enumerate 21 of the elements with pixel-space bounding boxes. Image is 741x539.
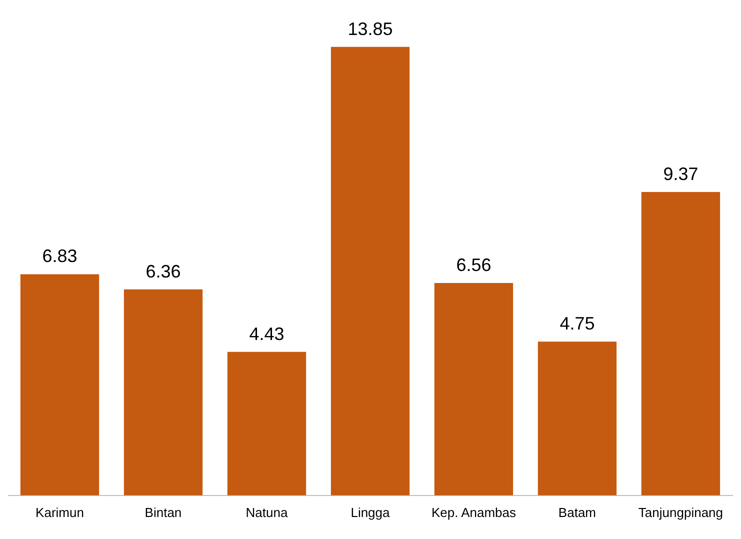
x-tick-label: Batam — [558, 504, 596, 520]
bar — [20, 274, 100, 496]
bar — [641, 192, 720, 496]
x-tick-label: Tanjungpinang — [638, 504, 723, 520]
bar — [330, 46, 410, 496]
x-tick-label: Bintan — [144, 504, 182, 520]
bar — [538, 342, 617, 496]
x-tick-label: Natuna — [246, 504, 288, 520]
bar — [434, 282, 514, 496]
x-tick-label: Lingga — [350, 504, 391, 520]
x-tick-label: Karimun — [36, 504, 84, 520]
data-label: 13.85 — [348, 18, 393, 39]
data-label: 4.75 — [560, 314, 595, 334]
bar — [227, 352, 306, 496]
data-label: 6.36 — [146, 261, 181, 282]
data-label: 6.56 — [456, 254, 492, 275]
data-label: 4.43 — [249, 324, 284, 344]
data-label: 6.83 — [42, 246, 78, 266]
bar — [124, 289, 203, 496]
x-tick-label: Kep. Anambas — [431, 504, 516, 520]
data-label: 9.37 — [663, 164, 698, 184]
